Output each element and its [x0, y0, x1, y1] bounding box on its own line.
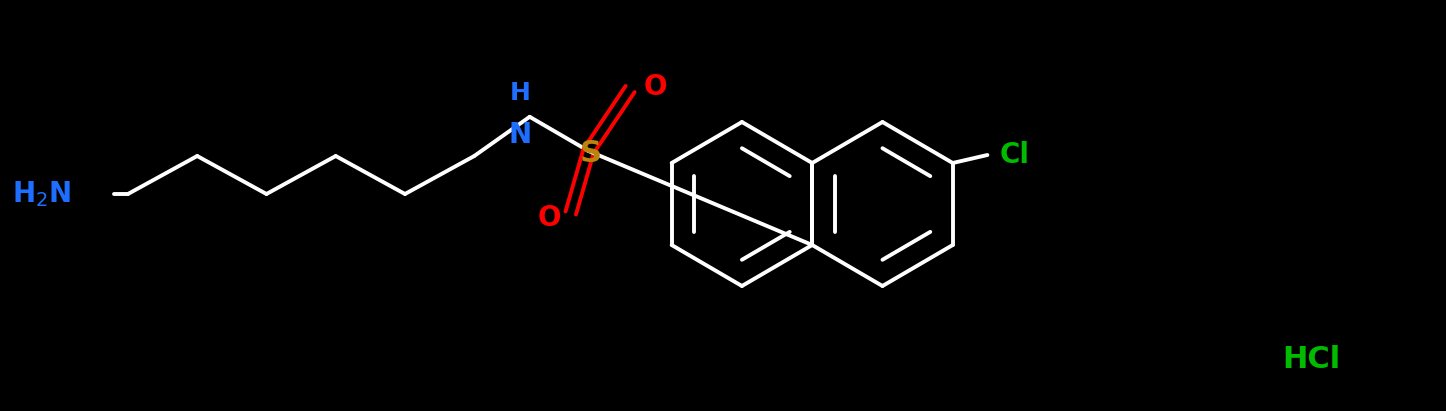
Text: N: N [508, 121, 531, 149]
Text: H$_2$N: H$_2$N [12, 179, 71, 209]
Text: Cl: Cl [999, 141, 1030, 169]
Text: S: S [580, 139, 602, 168]
Text: HCl: HCl [1283, 344, 1340, 374]
Text: O: O [538, 204, 561, 232]
Text: H: H [509, 81, 531, 105]
Text: O: O [643, 73, 668, 101]
